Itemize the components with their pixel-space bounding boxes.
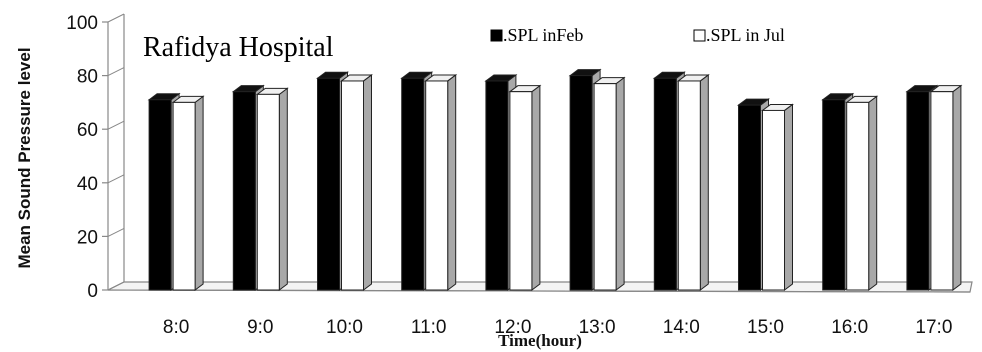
bar-side	[447, 73, 457, 291]
bar	[508, 84, 542, 291]
bar-front	[846, 101, 870, 291]
x-tick-label: 15:0	[747, 317, 784, 338]
x-tick-label: 14:0	[663, 317, 700, 338]
legend: .SPL inFeb .SPL in Jul	[490, 25, 785, 45]
bar-front	[425, 80, 449, 291]
y-tick-label: 80	[77, 67, 98, 88]
bar-side	[615, 76, 625, 291]
bar	[676, 73, 710, 291]
bar-front	[762, 109, 785, 291]
x-tick-label: 8:0	[163, 317, 189, 338]
y-tick-label: 40	[77, 174, 98, 195]
x-tick-label: 16:0	[831, 317, 868, 338]
bar	[845, 95, 879, 291]
bar-side	[194, 95, 204, 291]
y-tick-label: 60	[77, 120, 98, 141]
legend-swatch-jul	[693, 29, 706, 42]
bar-front	[906, 91, 930, 291]
bar-front	[653, 77, 677, 291]
legend-swatch-feb	[490, 29, 503, 42]
legend-label-feb: .SPL inFeb	[503, 25, 583, 45]
bar-front	[738, 104, 761, 291]
chart-title: Rafidya Hospital	[143, 32, 334, 63]
bar-front	[677, 80, 701, 291]
bar-front	[822, 99, 846, 291]
bar-side	[952, 84, 962, 291]
bar	[255, 87, 289, 291]
y-tick-diagonal	[107, 227, 125, 237]
bar-front	[172, 101, 196, 291]
x-axis-label: Time(hour)	[498, 331, 582, 350]
y-tick-label: 100	[66, 13, 98, 34]
x-tick-label: 12:0	[494, 317, 531, 338]
bar-side	[278, 87, 288, 291]
x-tick-label: 13:0	[579, 317, 616, 338]
x-tick-label: 11:0	[411, 317, 447, 338]
y-tick-diagonal	[107, 281, 125, 291]
bars	[147, 68, 963, 292]
x-tick-label: 17:0	[915, 317, 952, 338]
bar-side	[363, 73, 372, 291]
bar	[761, 103, 794, 291]
x-tick-label: 9:0	[247, 317, 273, 338]
y-axis-label: Mean Sound Pressure level	[15, 47, 34, 268]
bar-side	[699, 73, 709, 291]
bar-front	[317, 77, 340, 291]
y-tick-label: 20	[77, 227, 98, 248]
bar-front	[593, 83, 617, 291]
y-tick-diagonal	[107, 13, 125, 23]
x-tick-label: 10:0	[326, 317, 363, 338]
bar-front	[485, 80, 509, 291]
bar	[340, 73, 373, 291]
y-tick-diagonal	[107, 120, 125, 130]
bar-side	[531, 84, 541, 291]
bar-front	[256, 93, 280, 291]
bar	[424, 73, 458, 291]
bar	[171, 95, 205, 291]
y-tick-diagonal	[107, 174, 125, 184]
y-tick-diagonal	[107, 67, 125, 77]
y-tick-label: 0	[87, 281, 98, 302]
labels: 0 20 40 60 80 100 8:0 9:0 10:0 11:0 12:0 13:0 14:0 15…	[66, 13, 952, 338]
bar-front	[569, 75, 593, 291]
bar-side	[784, 103, 793, 291]
bar-front	[509, 91, 533, 291]
bar-side	[868, 95, 878, 291]
legend-label-jul: .SPL in Jul	[706, 25, 785, 45]
bar	[929, 84, 963, 291]
bar-front	[232, 91, 256, 291]
bar-front	[148, 99, 172, 291]
bar	[592, 76, 626, 291]
bar-front	[341, 80, 364, 291]
bar-front	[930, 91, 954, 291]
bar-front	[401, 77, 425, 291]
